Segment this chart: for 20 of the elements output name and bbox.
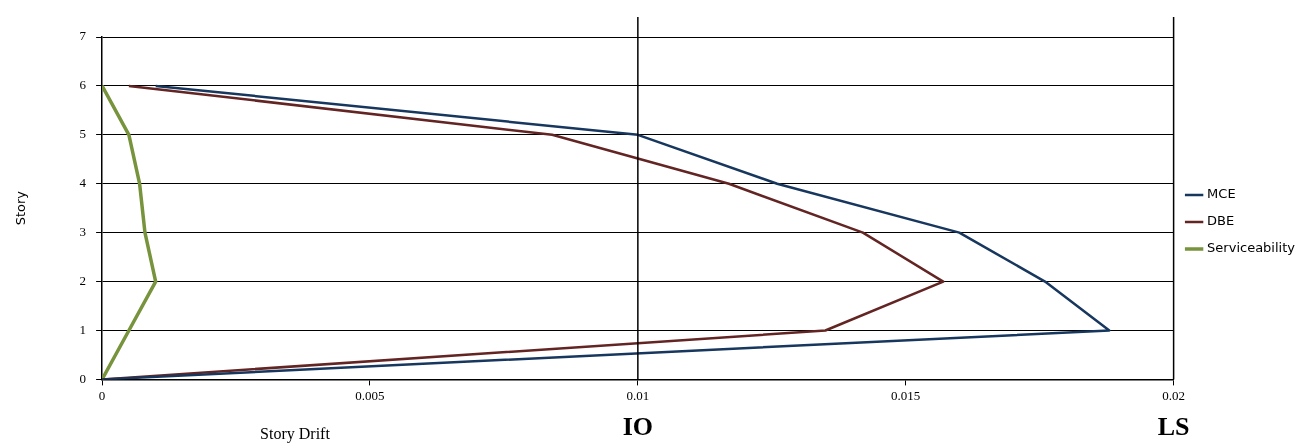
y-axis-title: Story — [13, 190, 29, 226]
legend-label: DBE — [1207, 213, 1235, 229]
y-tick-label: 1 — [79, 321, 87, 337]
x-tick-label: 0 — [98, 387, 106, 403]
x-tick-label: 0.015 — [891, 387, 921, 403]
legend-label: Serviceability — [1207, 240, 1296, 256]
y-tick-label: 5 — [79, 126, 87, 142]
y-tick-label: 4 — [79, 175, 87, 191]
x-tick-label: 0.01 — [626, 387, 650, 403]
legend-label: MCE — [1207, 186, 1236, 202]
y-tick-label: 6 — [79, 77, 87, 93]
y-tick-label: 7 — [79, 28, 87, 44]
y-tick-label: 0 — [79, 370, 87, 386]
x-tick-label: 0.02 — [1162, 387, 1185, 403]
x-tick-label: 0.005 — [355, 387, 385, 403]
y-tick-label: 2 — [79, 272, 87, 288]
y-tick-label: 3 — [79, 224, 87, 240]
ref-line-label: LS — [1157, 411, 1190, 441]
ref-line-label: IO — [622, 411, 654, 441]
x-axis-title: Story Drift — [260, 425, 331, 444]
